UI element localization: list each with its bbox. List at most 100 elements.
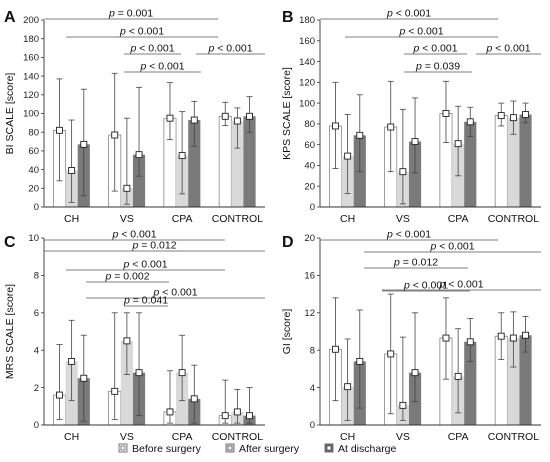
y-tick-label: 160 bbox=[23, 53, 39, 64]
legend-label-discharge: At discharge bbox=[338, 443, 397, 455]
bar-after bbox=[231, 120, 244, 207]
bar-before bbox=[494, 115, 508, 208]
y-tick-label: 0 bbox=[310, 202, 315, 213]
category-label: CH bbox=[64, 431, 79, 443]
mean-marker bbox=[442, 334, 450, 342]
mean-marker bbox=[332, 122, 339, 130]
category-label: CPA bbox=[172, 431, 193, 443]
significance-label: p < 0.001 bbox=[386, 229, 431, 241]
significance-label: p < 0.001 bbox=[152, 287, 197, 299]
y-tick-label: 100 bbox=[299, 98, 315, 109]
y-tick-label: 100 bbox=[23, 109, 39, 120]
category-label: CPA bbox=[448, 213, 469, 225]
category-label: CPA bbox=[448, 431, 469, 443]
category-label: CONTROL bbox=[488, 431, 539, 443]
mean-marker bbox=[522, 331, 529, 339]
legend-marker bbox=[227, 445, 233, 451]
mean-marker bbox=[466, 118, 474, 126]
mean-marker bbox=[135, 369, 143, 377]
y-tick-label: 8 bbox=[310, 345, 315, 356]
y-tick-label: 20 bbox=[304, 233, 315, 244]
significance-label: p < 0.001 bbox=[403, 280, 448, 292]
y-tick-label: 120 bbox=[23, 90, 39, 101]
mean-marker bbox=[56, 126, 63, 134]
category-label: VS bbox=[396, 213, 410, 225]
mean-marker bbox=[509, 334, 517, 342]
y-tick-label: 0 bbox=[34, 202, 39, 213]
category-label: CH bbox=[64, 213, 79, 225]
mean-marker bbox=[442, 110, 450, 117]
mean-marker bbox=[190, 116, 198, 124]
mean-marker bbox=[80, 140, 88, 148]
y-tick-label: 8 bbox=[34, 271, 39, 282]
mean-marker bbox=[454, 140, 462, 148]
mean-marker bbox=[221, 112, 229, 120]
y-tick-label: 40 bbox=[304, 161, 315, 172]
mean-marker bbox=[399, 401, 407, 409]
significance-label: p < 0.001 bbox=[207, 43, 252, 55]
bar-after bbox=[507, 338, 520, 425]
category-label: CONTROL bbox=[212, 213, 263, 225]
y-tick-label: 0 bbox=[34, 420, 39, 431]
mean-marker bbox=[399, 168, 407, 176]
mean-marker bbox=[497, 112, 505, 120]
significance-label: p < 0.001 bbox=[438, 279, 483, 291]
mean-marker bbox=[344, 152, 352, 160]
legend-marker bbox=[326, 445, 332, 451]
category-label: CONTROL bbox=[488, 213, 539, 225]
y-tick-label: 40 bbox=[28, 165, 39, 176]
mean-marker bbox=[497, 332, 505, 340]
mean-marker bbox=[344, 383, 352, 391]
panel-a: A BI SCALE [score] 0 20 40 60 80 100 120 140 160 18… bbox=[4, 8, 265, 225]
bar-before bbox=[218, 115, 232, 208]
y-tick-label: 60 bbox=[28, 146, 39, 157]
legend-label-after: After surgery bbox=[239, 443, 300, 455]
mean-marker bbox=[233, 117, 241, 125]
mean-marker bbox=[411, 369, 419, 377]
y-tick-label: 120 bbox=[299, 78, 315, 89]
y-axis-label: MRS SCALE [score] bbox=[4, 284, 16, 379]
significance-label: p < 0.001 bbox=[386, 8, 431, 20]
bar-after bbox=[507, 117, 520, 207]
legend-marker bbox=[120, 445, 126, 451]
mean-marker bbox=[509, 114, 517, 122]
y-tick-label: 2 bbox=[34, 383, 39, 394]
significance-label: p < 0.001 bbox=[485, 43, 530, 55]
category-label: CPA bbox=[172, 213, 193, 225]
y-tick-label: 6 bbox=[34, 308, 39, 319]
y-tick-label: 200 bbox=[23, 15, 39, 26]
mean-marker bbox=[166, 408, 174, 416]
bar-discharge bbox=[132, 154, 146, 207]
y-tick-label: 20 bbox=[28, 184, 39, 195]
mean-marker bbox=[80, 374, 88, 382]
mean-marker bbox=[246, 412, 253, 420]
mean-marker bbox=[466, 338, 474, 346]
y-tick-label: 160 bbox=[299, 36, 315, 47]
panel-d: D GI [score] 0 4 8 12 16 20 CH VS CPA CONTROL p < 0.… bbox=[281, 229, 541, 443]
significance-label: p = 0.041 bbox=[123, 295, 168, 307]
mean-marker bbox=[166, 114, 174, 122]
bar-discharge bbox=[408, 141, 422, 207]
bar-discharge bbox=[243, 116, 256, 207]
y-tick-label: 140 bbox=[23, 71, 39, 82]
legend-label-before: Before surgery bbox=[132, 443, 202, 455]
y-tick-label: 180 bbox=[299, 15, 315, 26]
y-tick-label: 140 bbox=[299, 57, 315, 68]
y-tick-label: 0 bbox=[310, 420, 315, 431]
category-label: CH bbox=[340, 213, 355, 225]
y-tick-label: 80 bbox=[28, 127, 39, 138]
significance-label: p = 0.002 bbox=[104, 271, 149, 283]
mean-marker bbox=[68, 167, 76, 174]
mean-marker bbox=[356, 357, 364, 365]
y-tick-label: 12 bbox=[304, 308, 315, 319]
significance-label: p = 0.012 bbox=[393, 257, 438, 269]
significance-label: p < 0.001 bbox=[429, 241, 474, 253]
panel-label: C bbox=[4, 234, 16, 251]
mean-marker bbox=[233, 408, 241, 416]
mean-marker bbox=[123, 337, 131, 345]
y-axis-label: KPS SCALE [score] bbox=[281, 67, 293, 160]
mean-marker bbox=[56, 391, 63, 399]
category-label: VS bbox=[120, 431, 134, 443]
mean-marker bbox=[454, 372, 462, 380]
significance-label: p < 0.001 bbox=[119, 26, 164, 38]
